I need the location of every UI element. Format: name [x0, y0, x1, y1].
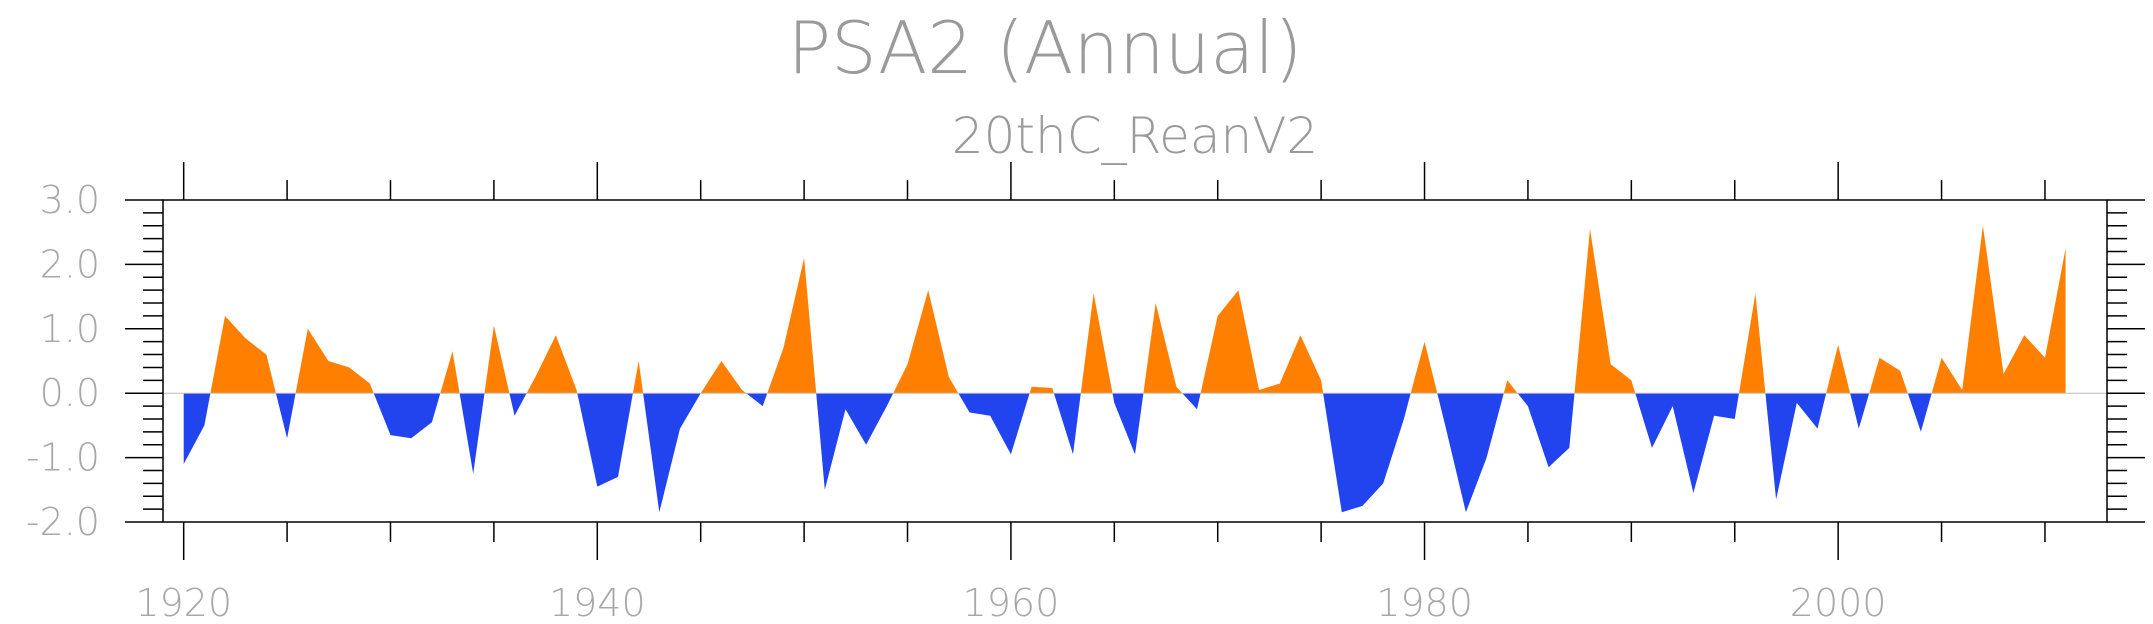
- y-tick-label: 3.0: [40, 178, 100, 222]
- plot-frame: [162, 199, 2108, 523]
- x-tick-label: 1980: [1376, 581, 1473, 624]
- positive-anomaly-area: [183, 225, 2066, 394]
- x-tick-label: 1960: [963, 581, 1060, 624]
- x-tick-label: 1940: [549, 581, 646, 624]
- y-tick-label: 2.0: [40, 242, 100, 286]
- chart-subtitle: 20thC_ReanV2: [952, 107, 1318, 165]
- y-tick-label: 1.0: [40, 307, 100, 351]
- negative-anomaly-area: [183, 393, 2066, 513]
- anomaly-areas: [163, 225, 2107, 513]
- x-tick-label: 1920: [135, 581, 232, 624]
- y-tick-label: -2.0: [26, 500, 100, 544]
- axes: [162, 199, 2108, 523]
- tick-labels: 1920 1940 1960 1980 2000 3.0 2.0 1.0 0.0 -1.0 -2.0: [26, 178, 1887, 624]
- y-tick-label: -1.0: [26, 436, 100, 480]
- chart-title: PSA2 (Annual): [788, 6, 1303, 90]
- y-tick-label: 0.0: [40, 371, 100, 415]
- x-tick-label: 2000: [1790, 581, 1887, 624]
- ticks: [125, 162, 2145, 560]
